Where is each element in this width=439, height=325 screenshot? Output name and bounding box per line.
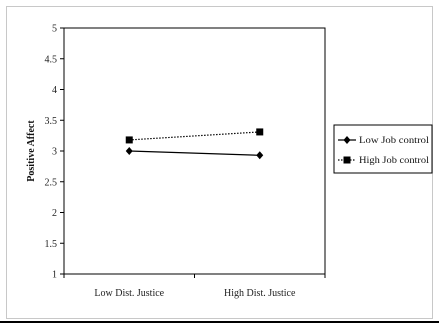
y-axis-ticks: 1 1.5 2 2.5 3 3.5 4 4.5 5 bbox=[45, 24, 64, 281]
y-tick-label: 5 bbox=[52, 24, 57, 35]
y-tick-label: 4.5 bbox=[45, 54, 58, 65]
x-axis-ticks: Low Dist. Justice High Dist. Justice bbox=[63, 274, 326, 299]
y-axis-title: Positive Affect bbox=[26, 120, 37, 182]
data-point-square bbox=[125, 136, 133, 144]
legend: Low Job control High Job control bbox=[333, 124, 433, 174]
x-tick-label: Low Dist. Justice bbox=[94, 288, 164, 299]
series-line bbox=[129, 131, 260, 141]
data-point-diamond bbox=[256, 151, 264, 160]
series-1 bbox=[125, 147, 264, 160]
y-tick-label: 2.5 bbox=[45, 177, 58, 188]
y-tick-label: 1 bbox=[52, 270, 57, 281]
y-tick-label: 1.5 bbox=[45, 239, 58, 250]
legend-label: High Job control bbox=[359, 155, 430, 165]
legend-item: High Job control bbox=[338, 155, 430, 165]
series-line bbox=[129, 150, 260, 156]
data-point-square bbox=[256, 128, 264, 136]
plot-border bbox=[63, 27, 326, 275]
series-layer bbox=[125, 128, 264, 160]
data-point-square bbox=[343, 156, 351, 164]
series-2 bbox=[125, 128, 264, 144]
x-tick-label: High Dist. Justice bbox=[224, 288, 296, 299]
y-tick-label: 4 bbox=[52, 85, 57, 96]
legend-label: Low Job control bbox=[359, 135, 430, 145]
legend-box bbox=[333, 124, 433, 174]
y-tick-label: 3 bbox=[52, 147, 57, 158]
data-point-diamond bbox=[125, 147, 133, 155]
y-tick-label: 3.5 bbox=[45, 116, 58, 127]
bottom-rule bbox=[0, 321, 439, 323]
legend-item: Low Job control bbox=[338, 135, 430, 145]
data-point-diamond bbox=[343, 136, 351, 144]
plot-area bbox=[63, 27, 326, 275]
y-tick-label: 2 bbox=[52, 208, 57, 219]
